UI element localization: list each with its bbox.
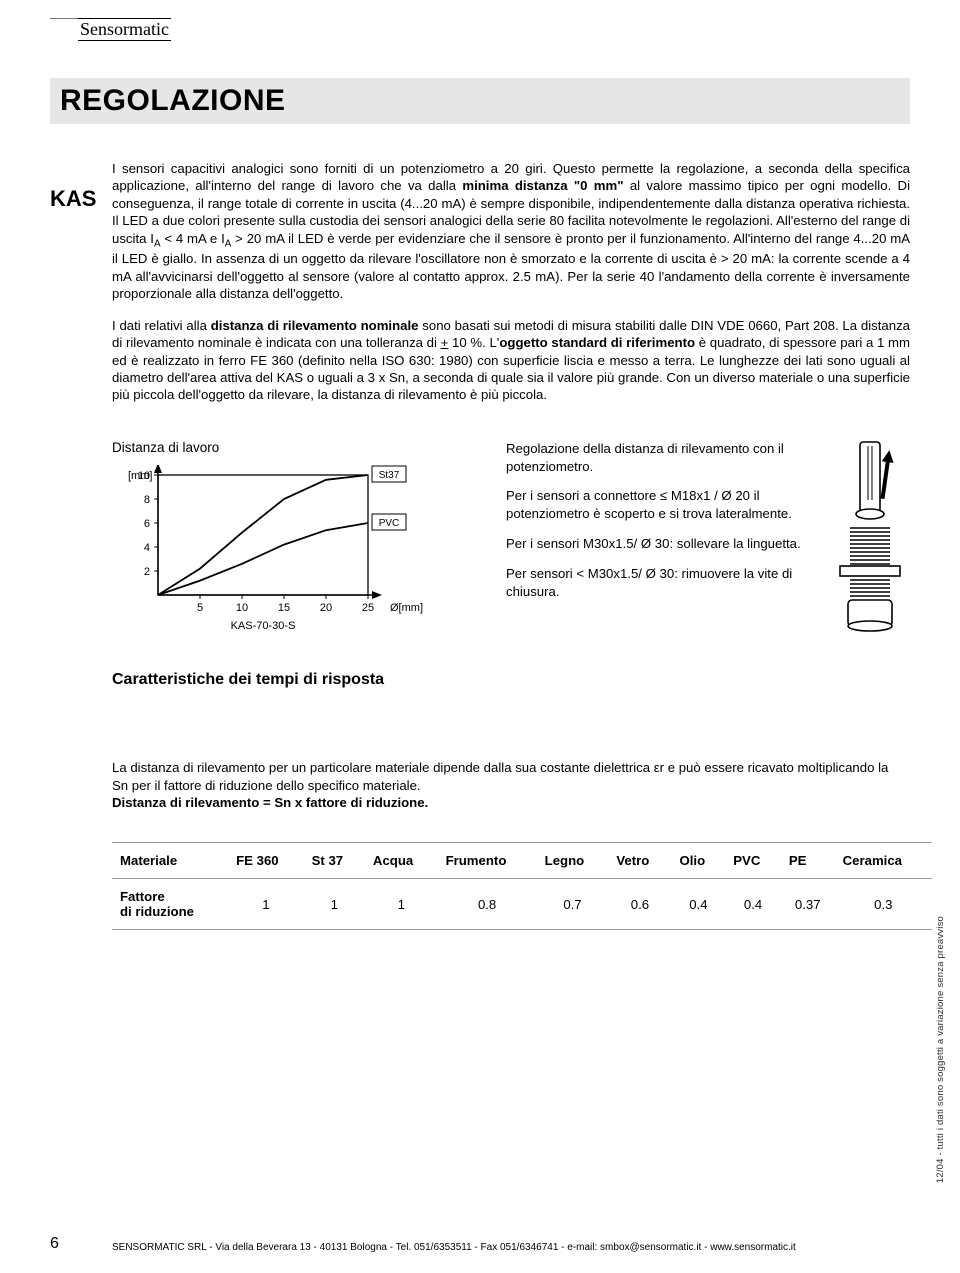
svg-text:PVC: PVC	[379, 518, 400, 529]
svg-text:10: 10	[236, 602, 248, 614]
side-label: KAS	[50, 160, 112, 418]
reduction-paragraph: La distanza di rilevamento per un partic…	[112, 759, 892, 812]
table-header-cell: PE	[781, 843, 835, 879]
footer-line: SENSORMATIC SRL - Via della Beverara 13 …	[112, 1242, 910, 1253]
table-cell: 1	[228, 879, 304, 930]
svg-text:St37: St37	[379, 470, 400, 481]
table-cell: 0.4	[672, 879, 726, 930]
chart-title: Distanza di lavoro	[112, 440, 472, 455]
right-p1: Regolazione della distanza di rilevament…	[506, 440, 816, 476]
table-row-label: Fattore di riduzione	[112, 879, 228, 930]
right-p2: Per i sensori a connettore ≤ M18x1 / Ø 2…	[506, 487, 816, 523]
svg-text:Ø[mm]: Ø[mm]	[390, 602, 423, 614]
svg-text:5: 5	[197, 602, 203, 614]
table-cell: 0.7	[537, 879, 609, 930]
right-p4: Per sensori < M30x1.5/ Ø 30: rimuovere l…	[506, 565, 816, 601]
table-header-cell: Frumento	[438, 843, 537, 879]
sensor-illustration	[830, 440, 910, 645]
svg-text:15: 15	[278, 602, 290, 614]
reduction-table: MaterialeFE 360St 37AcquaFrumentoLegnoVe…	[112, 842, 932, 930]
page: Sensormatic REGOLAZIONE KAS I sensori ca…	[0, 0, 960, 1273]
body-column: I sensori capacitivi analogici sono forn…	[112, 160, 910, 418]
table-cell: 1	[365, 879, 438, 930]
paragraph-2: I dati relativi alla distanza di rilevam…	[112, 317, 910, 404]
table-row: Fattore di riduzione1110.80.70.60.40.40.…	[112, 879, 932, 930]
table-cell: 0.37	[781, 879, 835, 930]
title-bar: REGOLAZIONE	[50, 78, 910, 124]
svg-text:2: 2	[144, 566, 150, 578]
paragraph-1: I sensori capacitivi analogici sono forn…	[112, 160, 910, 303]
table-cell: 0.6	[608, 879, 671, 930]
chart-box: Distanza di lavoro 246810[mm]510152025Ø[…	[112, 440, 472, 645]
brand-logo: Sensormatic	[78, 18, 171, 41]
page-title: REGOLAZIONE	[60, 84, 900, 118]
footer: 6 SENSORMATIC SRL - Via della Beverara 1…	[50, 1242, 910, 1253]
svg-text:8: 8	[144, 494, 150, 506]
table-header-cell: St 37	[304, 843, 365, 879]
section-heading: Caratteristiche dei tempi di risposta	[112, 671, 910, 689]
table-header-cell: Vetro	[608, 843, 671, 879]
table-header-cell: Olio	[672, 843, 726, 879]
svg-text:6: 6	[144, 518, 150, 530]
table-header-cell: Materiale	[112, 843, 228, 879]
table-header-cell: Acqua	[365, 843, 438, 879]
chart-svg: 246810[mm]510152025Ø[mm]KAS-70-30-SSt37P…	[112, 465, 442, 645]
table-header-cell: FE 360	[228, 843, 304, 879]
side-note: 12/04 - tutti i dati sono soggetti a var…	[935, 916, 946, 1183]
table-cell: 1	[304, 879, 365, 930]
figure-text: Regolazione della distanza di rilevament…	[506, 440, 816, 645]
table-header-cell: Ceramica	[835, 843, 932, 879]
table-cell: 0.3	[835, 879, 932, 930]
right-p3: Per i sensori M30x1.5/ Ø 30: sollevare l…	[506, 535, 816, 553]
figure-row: Distanza di lavoro 246810[mm]510152025Ø[…	[112, 440, 910, 645]
table-header-cell: Legno	[537, 843, 609, 879]
table-header-cell: PVC	[725, 843, 781, 879]
svg-text:[mm]: [mm]	[128, 470, 152, 482]
svg-text:25: 25	[362, 602, 374, 614]
figure-right: Regolazione della distanza di rilevament…	[506, 440, 910, 645]
table-cell: 0.4	[725, 879, 781, 930]
content-row: KAS I sensori capacitivi analogici sono …	[50, 160, 910, 418]
svg-text:20: 20	[320, 602, 332, 614]
table-header-row: MaterialeFE 360St 37AcquaFrumentoLegnoVe…	[112, 843, 932, 879]
table-cell: 0.8	[438, 879, 537, 930]
page-number: 6	[50, 1235, 59, 1253]
svg-text:4: 4	[144, 542, 150, 554]
svg-text:KAS-70-30-S: KAS-70-30-S	[231, 620, 296, 632]
